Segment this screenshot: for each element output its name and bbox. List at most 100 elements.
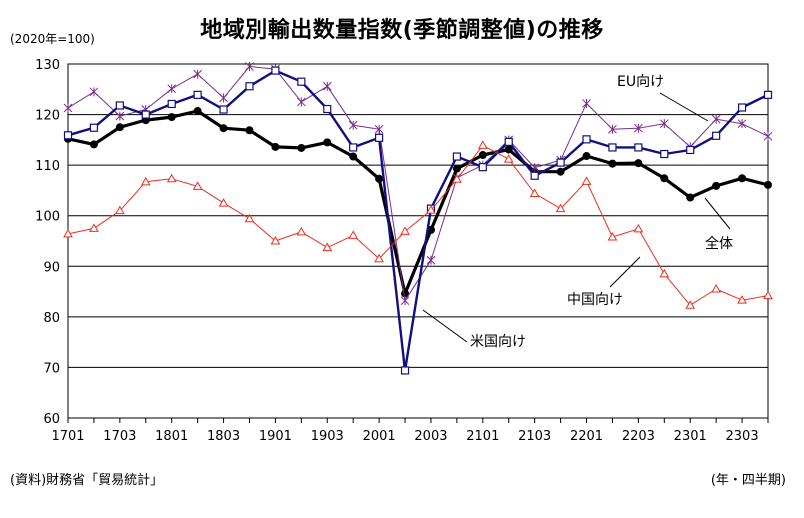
data-point: [167, 113, 176, 122]
annotation-us-pointer: [422, 309, 468, 343]
y-axis: 60 70 80 90 100 110 120 130: [35, 58, 60, 427]
data-point: [633, 223, 644, 233]
data-point: [608, 159, 617, 168]
data-point: [375, 133, 384, 142]
x-tick-label: 1903: [311, 429, 344, 444]
data-point: [89, 123, 99, 132]
y-tick-label: 120: [35, 109, 60, 124]
data-point: [114, 205, 125, 215]
y-tick-label: 80: [43, 311, 60, 326]
plot-frame: [67, 63, 769, 419]
x-tick-label: 2303: [726, 429, 759, 444]
annotation-eu: EU向け: [617, 74, 664, 90]
source-note: (資料)財務省「貿易統計」: [10, 473, 164, 488]
data-point: [115, 123, 124, 132]
data-point: [323, 104, 332, 114]
data-point: [193, 107, 202, 116]
data-point: [192, 181, 203, 190]
series-line: [67, 66, 769, 302]
data-point: [63, 131, 73, 140]
data-point: [660, 149, 669, 159]
annotation-china: 中国向け: [567, 292, 623, 308]
annotation-total-pointer: [704, 197, 731, 230]
data-point: [556, 158, 565, 167]
x-tick-label: 1803: [207, 429, 240, 444]
data-point: [400, 366, 410, 375]
data-point: [763, 131, 773, 141]
data-point: [297, 77, 306, 86]
period-note: (年・四半期): [710, 473, 786, 488]
data-point: [219, 124, 228, 133]
data-point: [608, 143, 617, 152]
series-2: [63, 66, 773, 375]
data-point: [245, 62, 254, 72]
series-line: [67, 109, 769, 296]
data-point: [115, 111, 125, 121]
annotation-china-pointer: [609, 256, 641, 288]
data-point: [607, 231, 618, 241]
data-point: [271, 66, 280, 75]
data-point: [115, 101, 124, 110]
x-tick-label: 1701: [51, 429, 84, 444]
data-point: [712, 181, 721, 190]
data-point: [401, 289, 410, 298]
data-point: [400, 226, 410, 235]
series-line: [67, 144, 769, 306]
data-point: [504, 145, 513, 154]
data-point: [686, 193, 695, 202]
annotation-total: 全体: [705, 235, 733, 252]
data-point: [478, 151, 487, 160]
data-point: [89, 223, 99, 232]
data-point: [63, 228, 73, 238]
data-point: [349, 143, 358, 152]
x-tick-label: 1901: [259, 429, 292, 444]
data-point: [763, 290, 773, 300]
annotations: EU向け 全体 中国向け 米国向け: [422, 74, 733, 350]
data-point: [477, 140, 488, 149]
data-point: [374, 124, 384, 134]
data-point: [166, 173, 177, 183]
data-point: [140, 176, 151, 186]
data-point: [89, 87, 99, 97]
data-point: [504, 137, 513, 146]
data-point: [375, 174, 384, 183]
data-point: [193, 69, 202, 79]
data-point: [478, 163, 487, 172]
data-point: [556, 167, 565, 176]
series-1: [63, 62, 773, 306]
data-point: [349, 152, 358, 161]
unit-label: (2020年=100): [10, 32, 95, 46]
data-point: [634, 143, 643, 152]
x-tick-label: 2101: [466, 429, 499, 444]
data-point: [322, 81, 332, 91]
annotation-eu-pointer: [659, 92, 709, 122]
series-layer: [63, 62, 773, 375]
data-point: [711, 284, 722, 293]
x-tick-label: 1801: [155, 429, 188, 444]
x-tick-label: 2201: [570, 429, 603, 444]
series-line: [67, 69, 769, 372]
x-tick-label: 2301: [674, 429, 707, 444]
x-tick-label: 1703: [103, 429, 136, 444]
data-point: [245, 126, 254, 135]
data-point: [426, 255, 436, 265]
data-point: [296, 226, 307, 236]
data-point: [400, 296, 410, 306]
data-point: [738, 174, 747, 183]
data-point: [219, 105, 228, 114]
data-point: [167, 84, 177, 94]
data-point: [271, 142, 280, 151]
data-point: [270, 235, 281, 245]
series-3: [63, 140, 773, 309]
data-point: [218, 198, 229, 207]
data-point: [555, 203, 566, 213]
data-point: [686, 145, 695, 155]
data-point: [582, 135, 591, 144]
data-point: [297, 143, 306, 152]
series-0: [64, 107, 772, 298]
data-point: [452, 164, 461, 173]
data-point: [712, 131, 721, 140]
data-point: [530, 171, 539, 180]
data-point: [660, 174, 669, 183]
